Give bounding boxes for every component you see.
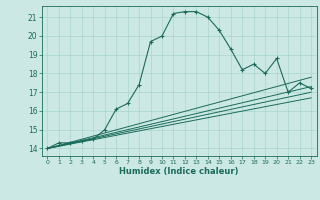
- X-axis label: Humidex (Indice chaleur): Humidex (Indice chaleur): [119, 167, 239, 176]
